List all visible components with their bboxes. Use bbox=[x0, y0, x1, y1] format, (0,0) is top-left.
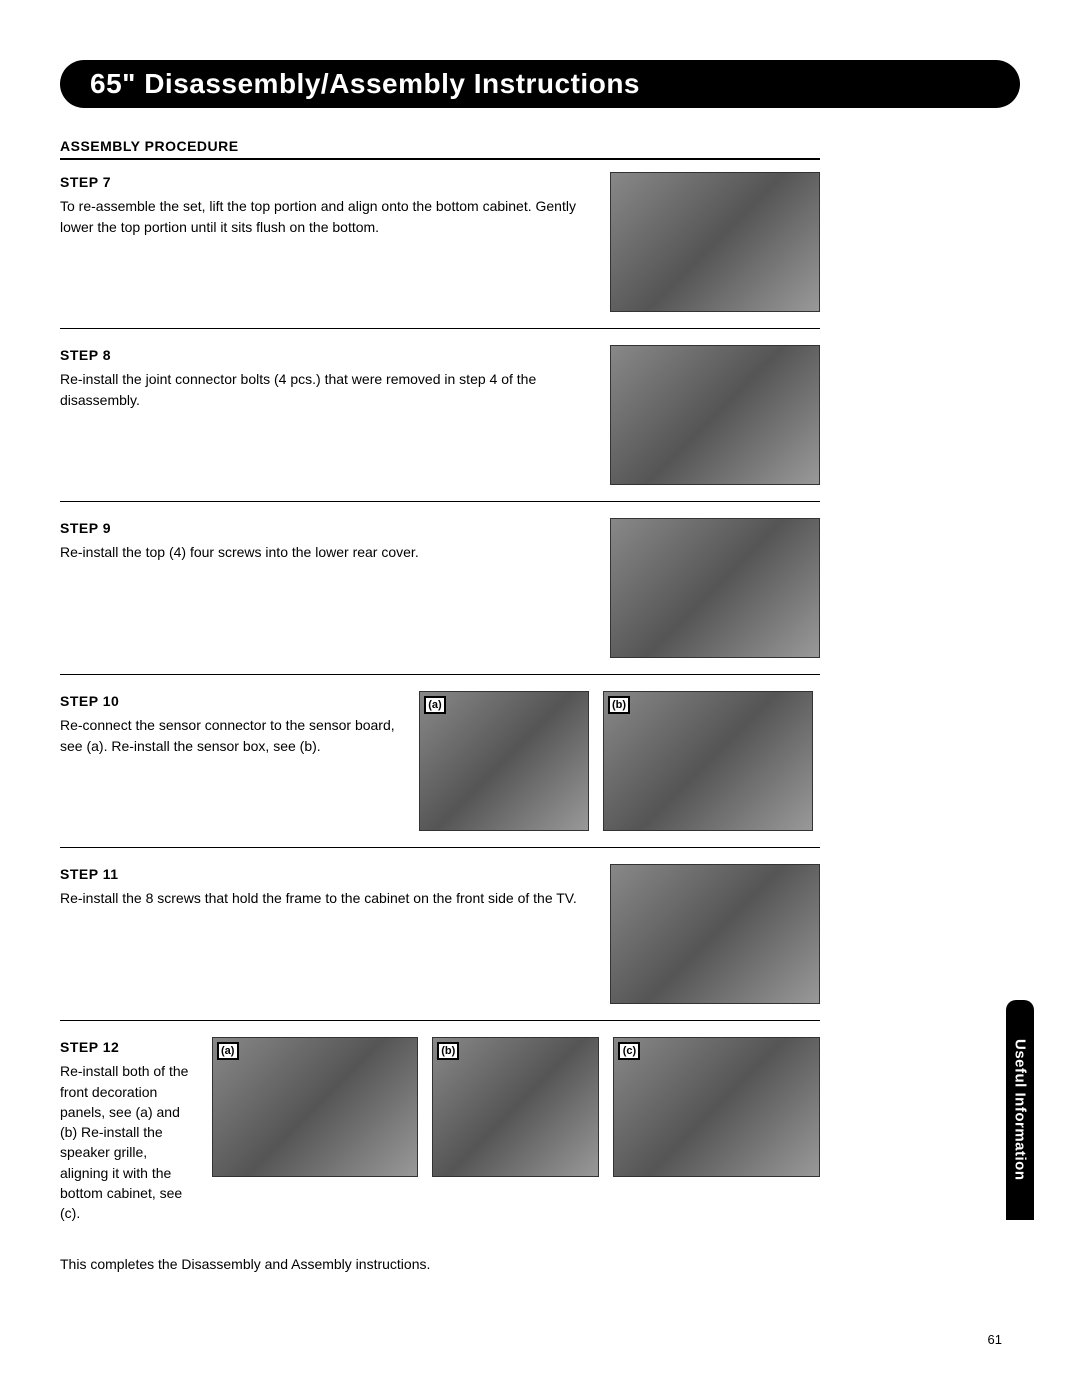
step-8-body: Re-install the joint connector bolts (4 … bbox=[60, 369, 592, 410]
manual-page: 65" Disassembly/Assembly Instructions AS… bbox=[0, 0, 1080, 1397]
step-10-row: STEP 10 Re-connect the sensor connector … bbox=[60, 691, 820, 848]
step-10-label-b: (b) bbox=[608, 696, 630, 714]
page-number: 61 bbox=[988, 1332, 1002, 1347]
closing-text: This completes the Disassembly and Assem… bbox=[60, 1256, 820, 1272]
step-7-row: STEP 7 To re-assemble the set, lift the … bbox=[60, 172, 820, 329]
step-10-body: Re-connect the sensor connector to the s… bbox=[60, 715, 405, 756]
step-11-body: Re-install the 8 screws that hold the fr… bbox=[60, 888, 592, 908]
step-9-body: Re-install the top (4) four screws into … bbox=[60, 542, 592, 562]
step-11-row: STEP 11 Re-install the 8 screws that hol… bbox=[60, 864, 820, 1021]
step-12-label: STEP 12 bbox=[60, 1037, 198, 1057]
step-12-label-c: (c) bbox=[618, 1042, 640, 1060]
step-9-row: STEP 9 Re-install the top (4) four screw… bbox=[60, 518, 820, 675]
step-11-images bbox=[610, 864, 820, 1004]
step-8-images bbox=[610, 345, 820, 485]
step-12-image-c: (c) bbox=[613, 1037, 820, 1177]
step-8-image bbox=[610, 345, 820, 485]
step-7-images bbox=[610, 172, 820, 312]
step-7-body: To re-assemble the set, lift the top por… bbox=[60, 196, 592, 237]
content-area: ASSEMBLY PROCEDURE STEP 7 To re-assemble… bbox=[60, 138, 820, 1272]
step-11-image bbox=[610, 864, 820, 1004]
page-title: 65" Disassembly/Assembly Instructions bbox=[90, 68, 990, 100]
step-12-image-b: (b) bbox=[432, 1037, 599, 1177]
step-12-image-a: (a) bbox=[212, 1037, 419, 1177]
step-8-row: STEP 8 Re-install the joint connector bo… bbox=[60, 345, 820, 502]
step-12-row: STEP 12 Re-install both of the front dec… bbox=[60, 1037, 820, 1240]
step-7-label: STEP 7 bbox=[60, 172, 592, 192]
section-header: ASSEMBLY PROCEDURE bbox=[60, 138, 820, 160]
step-12-text: STEP 12 Re-install both of the front dec… bbox=[60, 1037, 198, 1224]
step-12-body: Re-install both of the front decoration … bbox=[60, 1061, 198, 1223]
step-12-label-b: (b) bbox=[437, 1042, 459, 1060]
step-10-label-a: (a) bbox=[424, 696, 446, 714]
side-tab: Useful Information bbox=[1006, 1000, 1034, 1220]
step-7-text: STEP 7 To re-assemble the set, lift the … bbox=[60, 172, 592, 237]
step-9-text: STEP 9 Re-install the top (4) four screw… bbox=[60, 518, 592, 563]
step-11-text: STEP 11 Re-install the 8 screws that hol… bbox=[60, 864, 592, 909]
step-9-image bbox=[610, 518, 820, 658]
step-9-images bbox=[610, 518, 820, 658]
step-10-label: STEP 10 bbox=[60, 691, 405, 711]
step-11-label: STEP 11 bbox=[60, 864, 592, 884]
step-10-text: STEP 10 Re-connect the sensor connector … bbox=[60, 691, 405, 756]
step-10-image-b: (b) bbox=[603, 691, 813, 831]
side-tab-text: Useful Information bbox=[1012, 1039, 1029, 1181]
header-bar: 65" Disassembly/Assembly Instructions bbox=[60, 60, 1020, 108]
step-8-text: STEP 8 Re-install the joint connector bo… bbox=[60, 345, 592, 410]
step-12-label-a: (a) bbox=[217, 1042, 239, 1060]
step-7-image bbox=[610, 172, 820, 312]
step-9-label: STEP 9 bbox=[60, 518, 592, 538]
step-10-image-a: (a) bbox=[419, 691, 589, 831]
step-8-label: STEP 8 bbox=[60, 345, 592, 365]
